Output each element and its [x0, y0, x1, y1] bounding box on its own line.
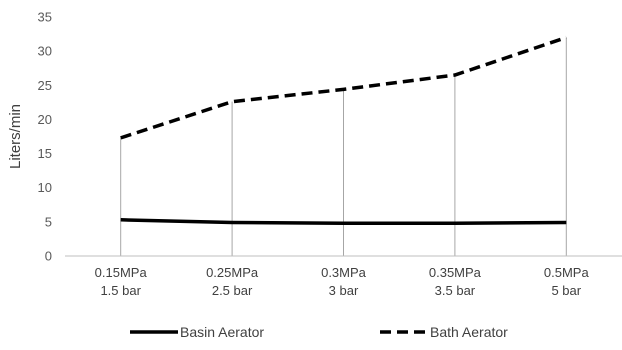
y-tick-label: 15 [38, 146, 52, 161]
drop-lines [120, 37, 567, 256]
x-tick-label: 5 bar [551, 283, 581, 298]
y-tick-label: 5 [45, 214, 52, 229]
y-tick-label: 20 [38, 112, 52, 127]
x-tick-label: 0.25MPa [206, 265, 259, 280]
x-tick-label: 0.5MPa [544, 265, 590, 280]
x-tick-label: 1.5 bar [100, 283, 141, 298]
series-lines [120, 35, 567, 225]
y-axis-label: Liters/min [7, 104, 24, 169]
y-axis-ticks: 0 5 10 15 20 25 30 35 [38, 10, 52, 264]
legend-label: Bath Aerator [430, 324, 508, 340]
y-tick-label: 10 [38, 180, 52, 195]
bath-aerator-line [120, 35, 567, 140]
x-tick-label: 3.5 bar [435, 283, 476, 298]
legend: Basin Aerator Bath Aerator [130, 324, 508, 340]
x-tick-label: 2.5 bar [212, 283, 253, 298]
x-tick-label: 0.3MPa [321, 265, 367, 280]
x-tick-label: 0.35MPa [429, 265, 482, 280]
y-tick-label: 35 [38, 10, 52, 25]
y-tick-label: 0 [45, 249, 52, 264]
basin-aerator-line [120, 218, 567, 225]
x-tick-label: 3 bar [329, 283, 359, 298]
y-tick-label: 25 [38, 78, 52, 93]
y-tick-label: 30 [38, 44, 52, 59]
x-tick-label: 0.15MPa [95, 265, 148, 280]
legend-label: Basin Aerator [180, 324, 264, 340]
x-axis-ticks: 0.15MPa 1.5 bar 0.25MPa 2.5 bar 0.3MPa 3 bar 0… [95, 265, 590, 298]
